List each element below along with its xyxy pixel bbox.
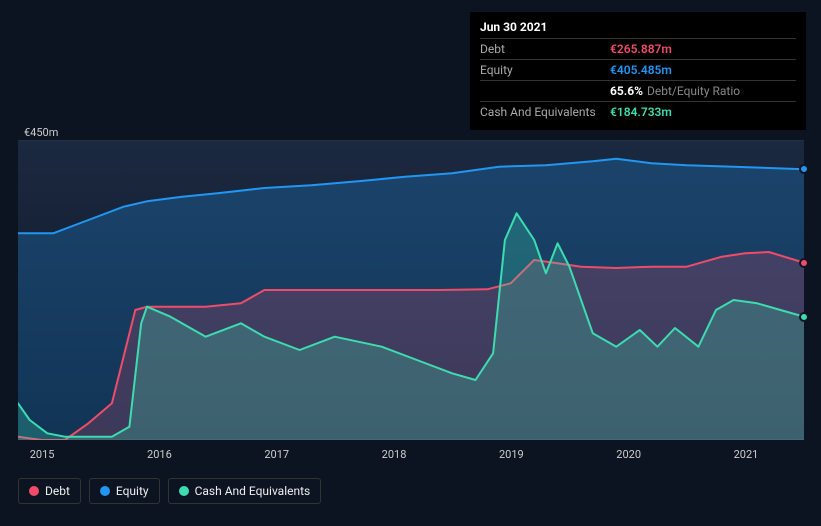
tooltip-ratio-pct: 65.6% <box>610 84 643 98</box>
tooltip-row: Cash And Equivalents€184.733m <box>480 101 796 122</box>
x-axis: 2015201620172018201920202021 <box>18 448 804 464</box>
tooltip-row-value: €265.887m <box>610 42 672 56</box>
tooltip-date: Jun 30 2021 <box>480 18 796 38</box>
tooltip-row: Debt€265.887m <box>480 38 796 59</box>
chart-cursor-dot <box>799 312 809 322</box>
chart-tooltip: Jun 30 2021 Debt€265.887mEquity€405.485m… <box>470 12 806 130</box>
legend-dot-icon <box>100 486 110 496</box>
tooltip-row-value: €405.485m <box>610 63 672 77</box>
chart-cursor-dot <box>799 258 809 268</box>
tooltip-row: 65.6% Debt/Equity Ratio <box>480 80 796 101</box>
legend-dot-icon <box>179 486 189 496</box>
legend-item[interactable]: Equity <box>89 478 160 504</box>
legend-dot-icon <box>29 486 39 496</box>
tooltip-row-label: Debt <box>480 42 610 56</box>
tooltip-row-value: €184.733m <box>610 105 672 119</box>
tooltip-row-label <box>480 84 610 98</box>
legend-item[interactable]: Debt <box>18 478 81 504</box>
tooltip-row: Equity€405.485m <box>480 59 796 80</box>
legend-label: Debt <box>45 484 70 498</box>
tooltip-ratio-label: Debt/Equity Ratio <box>647 84 740 98</box>
legend-label: Cash And Equivalents <box>195 484 311 498</box>
chart-legend: Debt Equity Cash And Equivalents <box>18 478 321 504</box>
tooltip-row-label: Equity <box>480 63 610 77</box>
legend-item[interactable]: Cash And Equivalents <box>168 478 322 504</box>
legend-label: Equity <box>116 484 149 498</box>
y-axis-label: €450m <box>24 126 58 139</box>
chart-cursor-dot <box>799 164 809 174</box>
tooltip-row-label: Cash And Equivalents <box>480 105 610 119</box>
chart-plot-area[interactable] <box>18 140 804 440</box>
